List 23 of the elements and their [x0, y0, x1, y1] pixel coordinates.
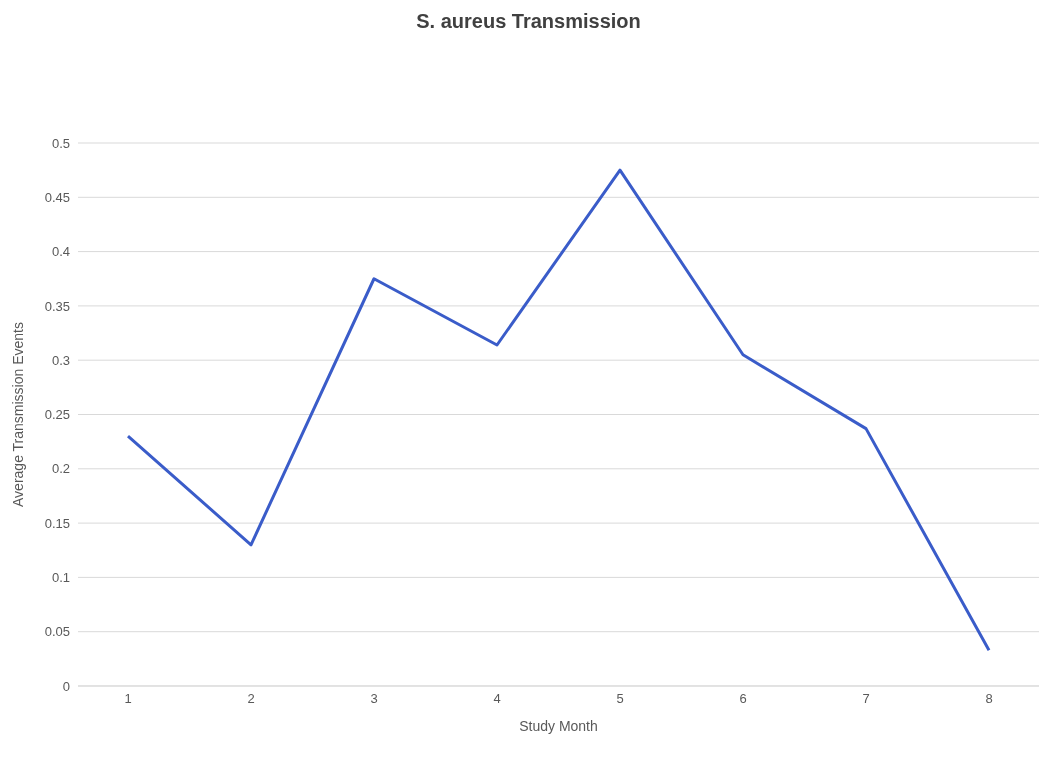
line-series — [126, 168, 991, 652]
y-tick-label: 0 — [62, 678, 70, 694]
x-tick-label: 7 — [862, 691, 870, 707]
x-tick-label: 2 — [247, 691, 255, 707]
y-tick-label: 0.25 — [44, 407, 70, 423]
x-tick-label: 8 — [985, 691, 993, 707]
y-tick-label: 0.4 — [51, 244, 70, 260]
x-tick-label: 4 — [493, 691, 501, 707]
y-tick-label: 0.35 — [44, 298, 70, 314]
y-tick-label: 0.1 — [51, 570, 70, 586]
y-axis-title: Average Transmission Events — [9, 322, 26, 507]
y-tick-label: 0.2 — [51, 461, 70, 477]
x-tick-label: 5 — [616, 691, 624, 707]
y-tick-label: 0.15 — [44, 515, 70, 531]
x-tick-label: 6 — [739, 691, 747, 707]
chart-title: S. aureus Transmission — [415, 10, 642, 33]
x-tick-label: 3 — [370, 691, 378, 707]
x-tick-label: 1 — [124, 691, 132, 707]
x-axis-title: Study Month — [519, 718, 598, 734]
y-tick-label: 0.5 — [51, 135, 70, 151]
y-tick-label: 0.05 — [44, 624, 70, 640]
y-tick-label: 0.3 — [51, 352, 70, 368]
y-tick-label: 0.45 — [44, 189, 70, 205]
